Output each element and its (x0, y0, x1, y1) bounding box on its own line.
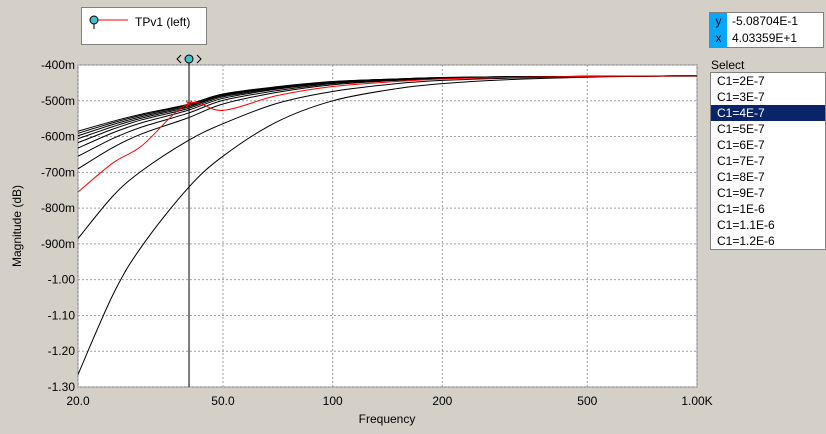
x-tick-label: 100 (323, 394, 343, 408)
plot-area[interactable] (77, 64, 698, 388)
readout-y-row: y -5.08704E-1 (710, 13, 823, 30)
cursor-readout: y -5.08704E-1 x 4.03359E+1 (709, 12, 824, 48)
readout-y-key: y (710, 13, 727, 30)
x-tick-label: 200 (432, 394, 452, 408)
readout-x-value: 4.03359E+1 (732, 31, 798, 45)
series-lines (77, 75, 698, 375)
select-item[interactable]: C1=9E-7 (717, 186, 765, 200)
select-title: Select (711, 58, 745, 72)
legend: TPv1 (left) (81, 7, 207, 45)
select-item[interactable]: C1=1.2E-6 (717, 234, 775, 248)
y-tick-label: -1.10 (48, 308, 76, 322)
readout-y-value: -5.08704E-1 (732, 14, 799, 28)
select-item[interactable]: C1=2E-7 (717, 74, 765, 88)
y-tick-label: -900m (41, 237, 75, 251)
select-item[interactable]: C1=8E-7 (717, 170, 765, 184)
x-tick-label: 1.00K (681, 394, 712, 408)
y-tick-labels: -400m -500m -600m -700m -800m -900m -1.00 -1.10… (41, 58, 75, 394)
x-axis-title: Frequency (359, 412, 416, 426)
select-item[interactable]: C1=7E-7 (717, 154, 765, 168)
x-tick-labels: 20.0 50.0 100 200 500 1.00K (66, 394, 712, 408)
y-tick-label: -700m (41, 165, 75, 179)
readout-x-row: x 4.03359E+1 (710, 30, 823, 47)
readout-x-key: x (710, 30, 727, 47)
x-tick-label: 20.0 (66, 394, 90, 408)
cursor-left-arrow-icon[interactable] (176, 54, 182, 64)
select-item[interactable]: C1=4E-7 (711, 105, 825, 121)
select-item[interactable]: C1=3E-7 (717, 90, 765, 104)
y-tick-label: -1.20 (48, 344, 76, 358)
cursor-handle-icon[interactable] (184, 54, 194, 64)
y-tick-label: -800m (41, 201, 75, 215)
y-tick-label: -600m (41, 130, 75, 144)
select-item[interactable]: C1=5E-7 (717, 122, 765, 136)
y-tick-label: -500m (41, 94, 75, 108)
y-tick-label: -1.30 (48, 380, 76, 394)
series-line-c1-4e-7 (77, 75, 698, 193)
select-item[interactable]: C1=1E-6 (717, 202, 765, 216)
legend-label: TPv1 (left) (135, 15, 191, 29)
parameter-select-list[interactable]: C1=2E-7 C1=3E-7 C1=4E-7 C1=5E-7 C1=6E-7 C1=7E… (710, 72, 826, 250)
x-tick-label: 500 (577, 394, 597, 408)
select-item[interactable]: C1=1.1E-6 (717, 218, 775, 232)
select-item[interactable]: C1=6E-7 (717, 138, 765, 152)
cursor-marker-icon (185, 100, 193, 108)
y-tick-label: -400m (41, 58, 75, 72)
y-tick-label: -1.00 (48, 273, 76, 287)
cursor[interactable] (176, 54, 202, 387)
x-tick-label: 50.0 (211, 394, 235, 408)
y-axis-title: Magnitude (dB) (10, 185, 24, 267)
grid-lines (77, 64, 698, 388)
legend-line-swatch (89, 15, 128, 29)
cursor-right-arrow-icon[interactable] (196, 54, 202, 64)
